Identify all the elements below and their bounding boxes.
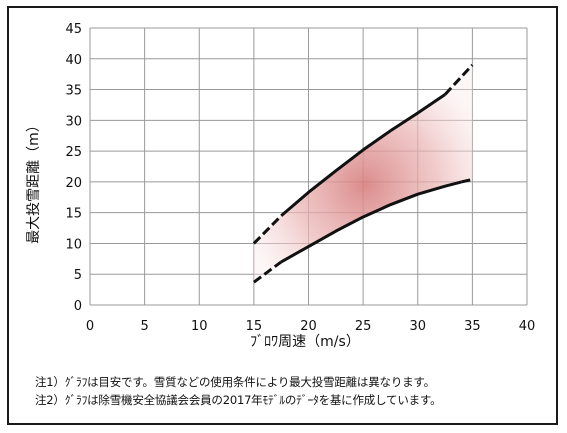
y-tick-label: 0 bbox=[74, 299, 82, 314]
series-lines bbox=[252, 63, 474, 284]
x-tick-label: 40 bbox=[519, 319, 536, 334]
y-tick-label: 25 bbox=[65, 145, 82, 160]
note-2: 注2）ｸﾞﾗﾌは除雪機安全協議会会員の2017年ﾓﾃﾞﾙのﾃﾞｰﾀを基に作成して… bbox=[35, 393, 442, 407]
x-tick-label: 30 bbox=[409, 319, 426, 334]
y-tick-label: 40 bbox=[65, 53, 82, 68]
x-tick-label: 35 bbox=[464, 319, 481, 334]
shaded-band bbox=[253, 64, 473, 283]
y-tick-label: 10 bbox=[65, 237, 82, 252]
x-tick-label: 20 bbox=[300, 319, 317, 334]
series-dash-start-upper bbox=[252, 214, 283, 245]
y-axis-ticks: 0 5 10 15 20 25 30 35 40 45 bbox=[65, 22, 82, 314]
y-tick-label: 15 bbox=[65, 207, 82, 222]
x-axis-title: ﾌﾞﾛﾜ周速（m/s） bbox=[250, 334, 360, 350]
x-tick-label: 15 bbox=[246, 319, 263, 334]
x-axis-ticks: 0 5 10 15 20 25 30 35 40 bbox=[86, 319, 535, 334]
y-axis-title: 最大投雪距離（m） bbox=[25, 118, 42, 244]
y-tick-label: 30 bbox=[65, 114, 82, 129]
y-tick-label: 45 bbox=[65, 22, 82, 37]
series-dash-end-lower bbox=[461, 177, 473, 184]
series-dash-end-upper bbox=[443, 63, 474, 96]
x-tick-label: 0 bbox=[86, 319, 94, 334]
y-tick-label: 5 bbox=[74, 268, 82, 283]
x-tick-label: 10 bbox=[191, 319, 208, 334]
series-line-lower bbox=[280, 180, 462, 264]
y-tick-label: 20 bbox=[65, 176, 82, 191]
note-1: 注1）ｸﾞﾗﾌは目安です。雪質などの使用条件により最大投雪距離は異なります。 bbox=[35, 375, 435, 389]
chart-grid bbox=[89, 27, 528, 306]
x-tick-label: 25 bbox=[355, 319, 372, 334]
series-line-upper bbox=[280, 93, 446, 217]
x-tick-label: 5 bbox=[140, 319, 148, 334]
y-tick-label: 35 bbox=[65, 84, 82, 99]
series-dash-start-lower bbox=[252, 260, 283, 284]
